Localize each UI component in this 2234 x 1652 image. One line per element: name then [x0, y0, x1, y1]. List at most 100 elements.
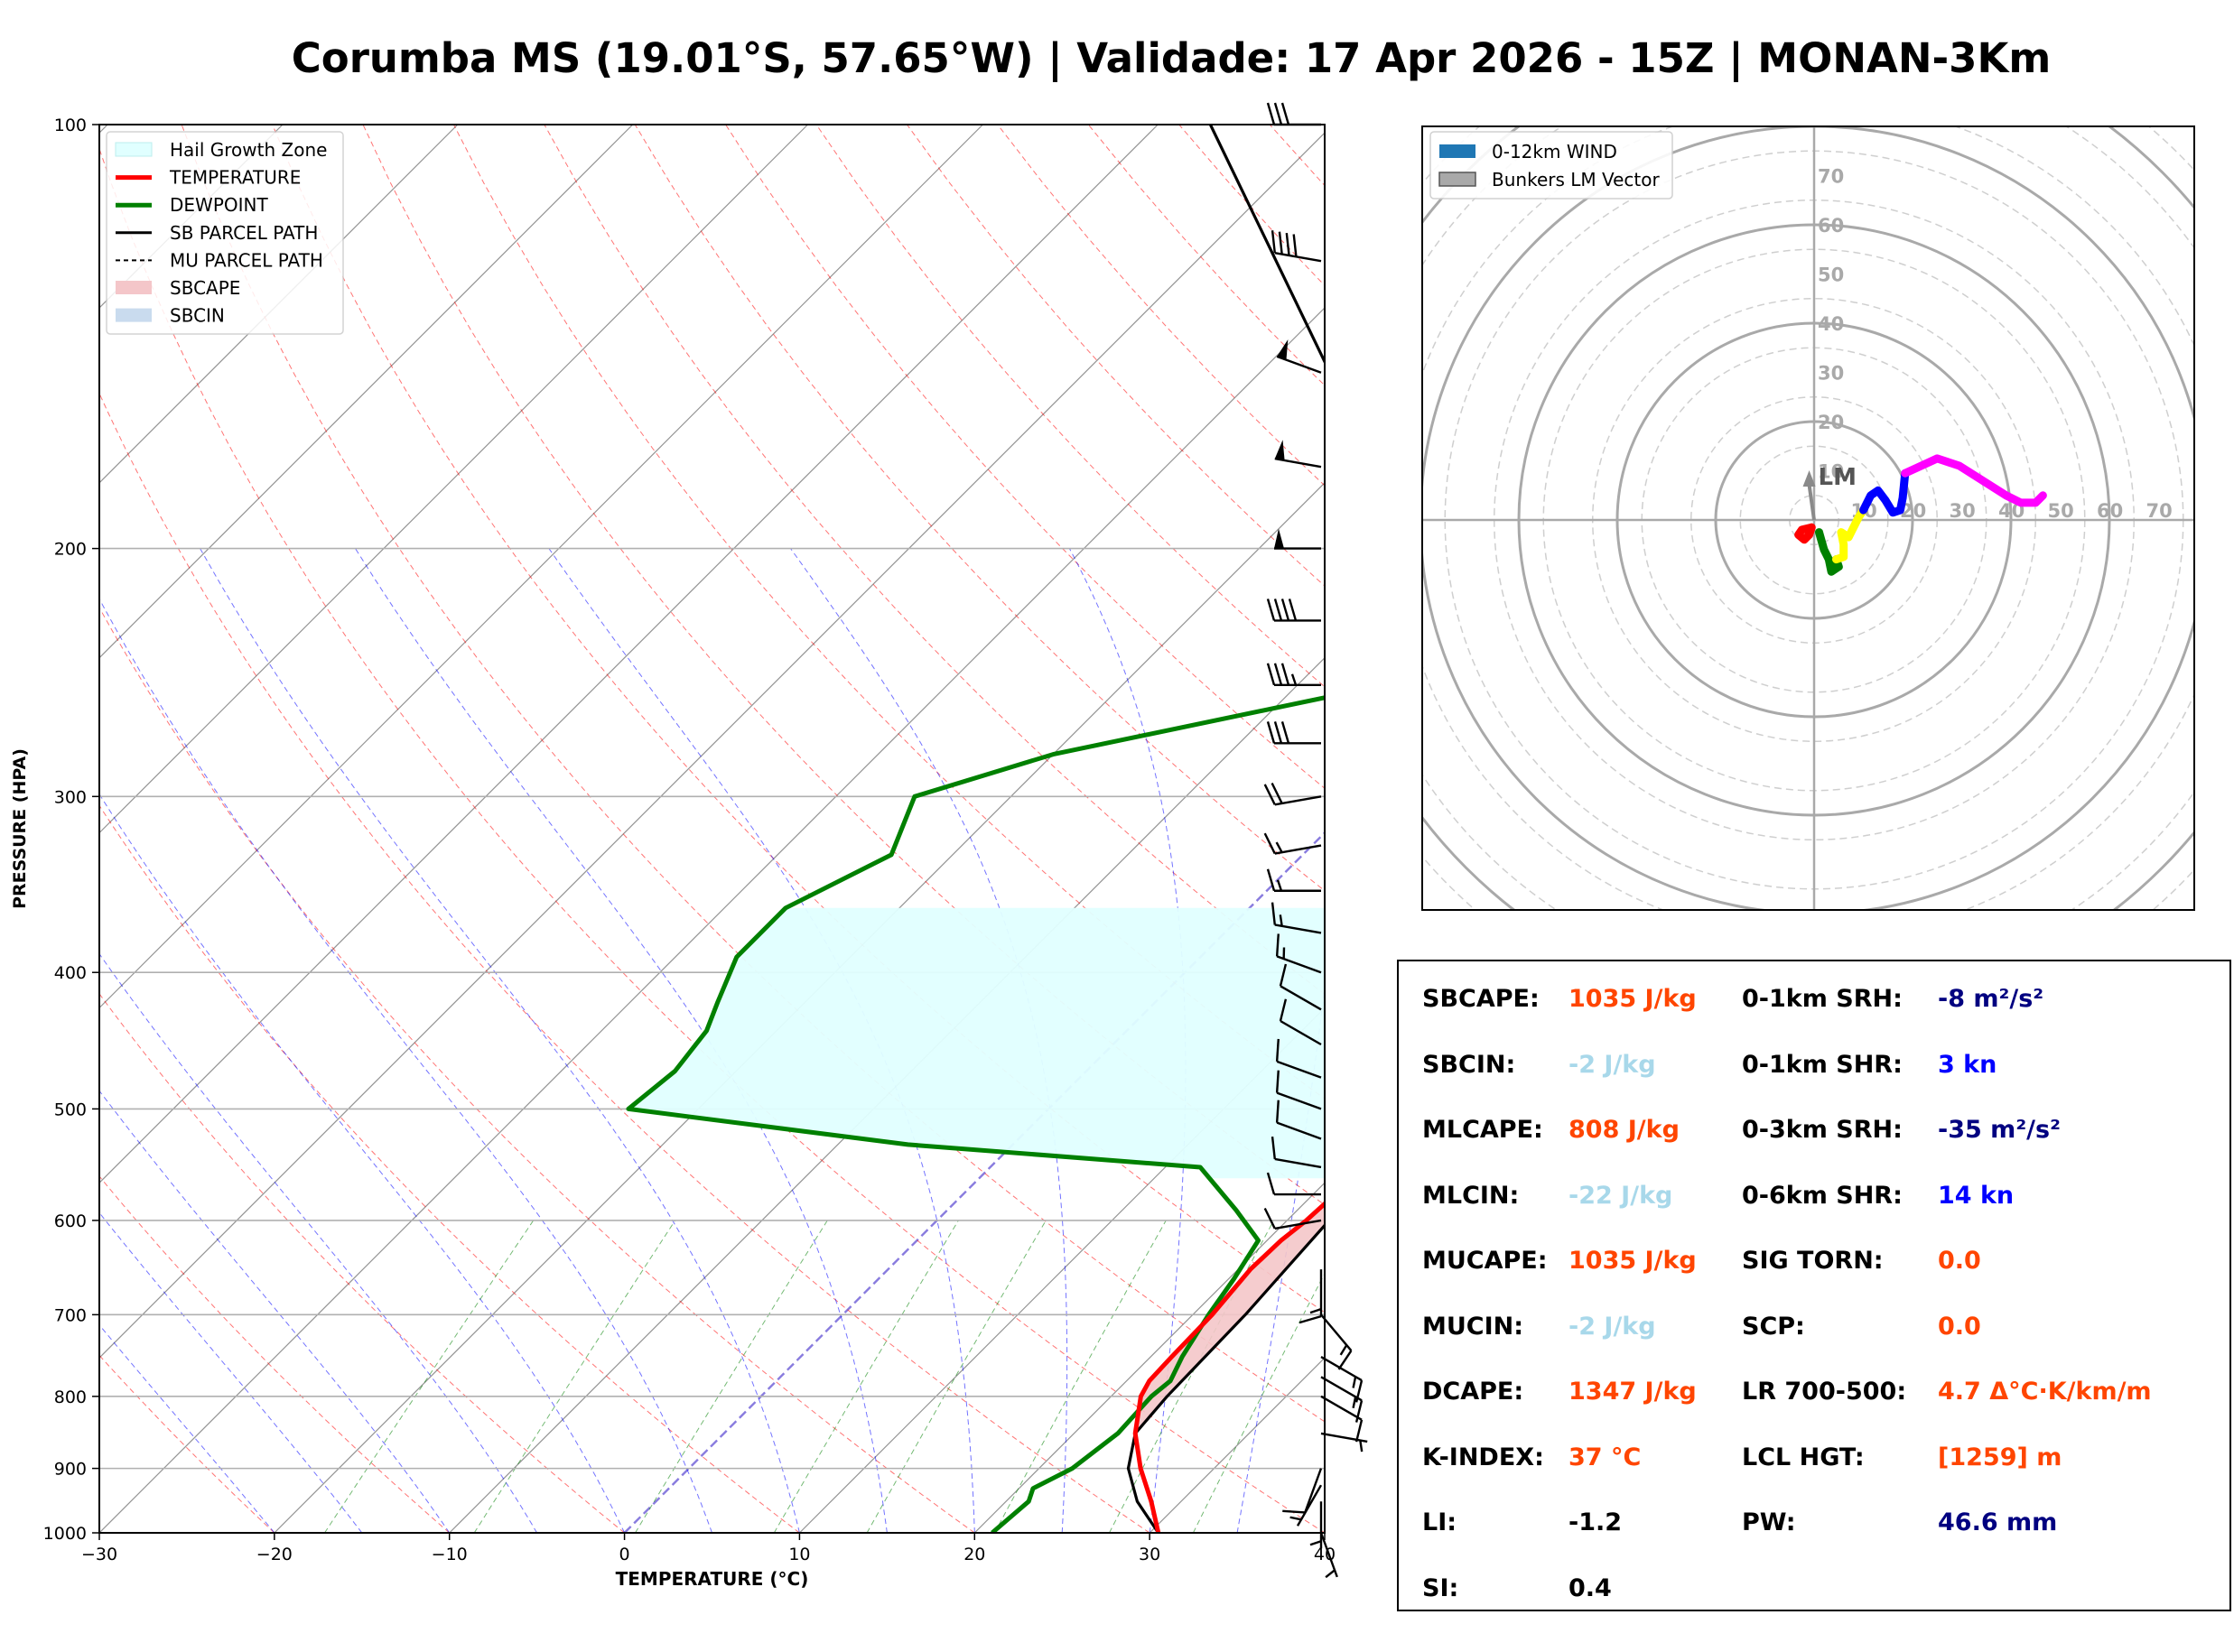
pressure-grid [99, 125, 1325, 1533]
isotherm-line [799, 1007, 1325, 1533]
moist-adiabat-line [99, 1211, 363, 1533]
dry-adiabat-line [815, 125, 1325, 688]
y-tick-label: 600 [54, 1211, 87, 1231]
legend-swatch [116, 308, 152, 322]
wind-barb [1266, 102, 1321, 126]
y-tick-label: 700 [54, 1305, 87, 1325]
wind-barb-flag [1273, 599, 1283, 621]
dry-adiabats [99, 125, 1325, 1533]
skew-t-legend: Hail Growth Zone TEMPERATURE DEWPOINT SB PA… [106, 131, 344, 335]
wind-barb-flag [1354, 1419, 1364, 1443]
hodograph-segment [1859, 469, 1910, 517]
wind-barb-flag [1263, 1207, 1276, 1230]
wind-barb [1266, 1172, 1321, 1196]
wind-barb-flag [1282, 1509, 1306, 1514]
wind-barb-flag [1292, 234, 1298, 257]
wind-barb-flag [1278, 231, 1283, 255]
dry-adiabat-line [99, 1354, 275, 1533]
stat-label: SBCIN: [1422, 1050, 1516, 1079]
stat-label: 0-1km SRH: [1742, 985, 1903, 1013]
stat-value: -2 J/kg [1568, 1050, 1656, 1079]
moist-adiabat-line [99, 1090, 451, 1533]
wind-barb-staff [1274, 1157, 1322, 1169]
hodograph-segment [1815, 528, 1843, 576]
bunkers-lm-arrowhead [1802, 469, 1816, 487]
wind-barb-half-flag [1339, 1344, 1348, 1356]
hodograph-ring-label-v: 40 [1818, 313, 1844, 335]
wind-barb-flag [1263, 784, 1276, 805]
stat-value: 3 kn [1938, 1050, 1997, 1079]
dry-adiabat-line [99, 147, 1325, 1533]
legend-swatch [1439, 144, 1475, 158]
y-axis: 1000 900 800 700 600 500 400 300 200 100 [43, 116, 99, 1544]
wind-barb-pennant [1277, 339, 1289, 360]
wind-barb-flag [1288, 599, 1298, 621]
mixing-ratio-line [1192, 1272, 1325, 1533]
mixing-ratio-line [473, 1220, 676, 1533]
stat-label: MUCIN: [1422, 1312, 1524, 1341]
wind-barb-half-flag [1325, 1569, 1336, 1579]
wind-barb-staff [1274, 251, 1322, 263]
wind-barb [1266, 868, 1321, 892]
stat-label: SI: [1422, 1573, 1459, 1602]
stat-label: K-INDEX: [1422, 1443, 1544, 1471]
wind-barb-flag [1275, 1070, 1280, 1093]
wind-barb-staff [1304, 1468, 1323, 1513]
wind-barb-staff [1320, 1432, 1368, 1443]
wind-barb-half-flag [1352, 1397, 1357, 1408]
stat-label: PW: [1742, 1508, 1796, 1536]
wind-barb [1263, 832, 1322, 855]
stat-value: -8 m²/s² [1938, 985, 2044, 1013]
x-tick-label: −10 [432, 1545, 468, 1564]
dry-adiabat-line [634, 125, 1325, 892]
wind-barb-flag [1273, 663, 1283, 686]
y-tick-label: 100 [54, 116, 87, 135]
stat-value: 4.7 Δ°C·K/km/m [1938, 1378, 2152, 1406]
legend-swatch [1438, 172, 1476, 187]
mixing-ratio-lines [324, 1220, 1325, 1533]
wind-barb [1271, 230, 1322, 263]
x-tick-label: 0 [619, 1545, 630, 1564]
wind-barb-half-flag [1352, 1376, 1357, 1388]
x-tick-label: 20 [963, 1545, 985, 1564]
wind-barb-flag [1279, 998, 1288, 1022]
x-axis: −30 −20 −10 0 10 20 30 40 [81, 1533, 1336, 1564]
wind-barb-staff [1320, 1395, 1363, 1421]
wind-barb-flag [1280, 721, 1290, 744]
wind-barb [1266, 663, 1321, 686]
wind-barb-flag [1354, 1379, 1364, 1403]
isotherm-line [99, 125, 808, 834]
dry-adiabat-line [272, 125, 1325, 1313]
hodograph-segment [1794, 523, 1816, 544]
wind-barb-flag [1271, 902, 1276, 925]
legend-entry: Bunkers LM Vector [1492, 169, 1661, 190]
stat-label: LI: [1422, 1508, 1457, 1536]
wind-barb [1266, 599, 1321, 622]
moist-adiabat-line [99, 793, 626, 1533]
temperature-profile [1132, 1201, 1325, 1533]
stat-label: MLCIN: [1422, 1181, 1520, 1210]
wind-barb [1266, 721, 1321, 745]
hodograph-frame [1421, 125, 2195, 911]
hodograph-ring-label-u: 70 [2146, 500, 2173, 522]
wind-barb-flag [1299, 1314, 1322, 1324]
wind-barb-half-flag [1282, 947, 1286, 960]
wind-barb [1275, 1070, 1322, 1110]
stat-value: 1035 J/kg [1568, 1247, 1697, 1275]
hodograph-ring-label-v: 70 [1818, 166, 1844, 188]
y-tick-label: 300 [54, 787, 87, 807]
isotherms [99, 125, 1325, 1533]
hodograph-legend: 0-12km WIND Bunkers LM Vector [1429, 131, 1673, 200]
hodograph-ring-label-u: 30 [1950, 500, 1976, 522]
wind-barb-flag [1280, 599, 1290, 621]
wind-barb [1319, 1532, 1338, 1579]
stat-value: 46.6 mm [1938, 1508, 2058, 1536]
hodograph-segment [1901, 454, 2047, 507]
hodograph-background [1422, 126, 2194, 910]
hodograph-ring-label-v: 30 [1818, 363, 1844, 385]
hodograph-ring-label-v: 60 [1818, 215, 1844, 237]
wind-barb-flag [1266, 868, 1276, 892]
legend-entry: SB PARCEL PATH [170, 222, 318, 244]
